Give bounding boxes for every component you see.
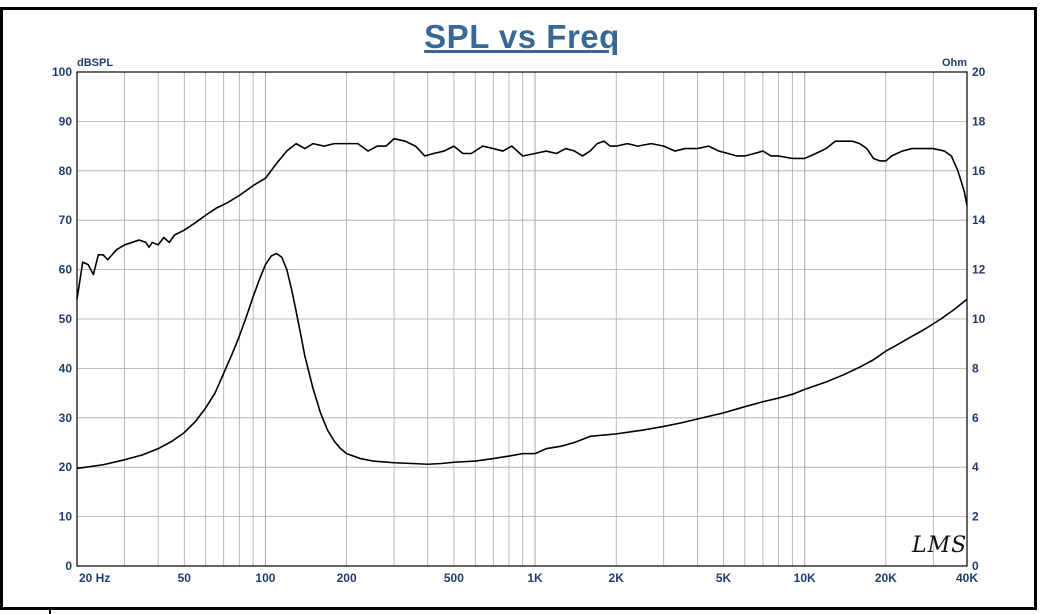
x-tick-label: 500 (444, 571, 464, 585)
y-left-tick-label: 80 (59, 164, 73, 178)
y-right-tick-label: 4 (972, 460, 979, 474)
y-left-tick-label: 90 (59, 114, 73, 128)
x-tick-label: 50 (178, 571, 192, 585)
plot-border (76, 71, 968, 567)
impedance-curve (76, 252, 968, 470)
y-left-tick-label: 0 (65, 559, 72, 573)
y-right-tick-label: 2 (972, 510, 979, 524)
x-tick-label: 200 (337, 571, 357, 585)
y-right-tick-label: 0 (972, 559, 979, 573)
y-left-tick-label: 50 (59, 312, 73, 326)
y-left-tick-label: 30 (59, 411, 73, 425)
y-right-tick-label: 6 (972, 411, 979, 425)
y-right-tick-label: 14 (972, 213, 986, 227)
spl-curve (76, 137, 968, 300)
y-left-tick-label: 100 (52, 65, 72, 79)
x-tick-label: 1K (527, 571, 543, 585)
tick-labels: 0 10 20 30 40 50 60 70 80 90 100 0 2 4 6 8 10 12 14 16 18 20 2… (52, 65, 986, 585)
y-right-tick-label: 10 (972, 312, 986, 326)
y-right-tick-label: 8 (972, 361, 979, 375)
x-tick-label: 10K (794, 571, 816, 585)
x-tick-label: 20K (875, 571, 897, 585)
y-right-tick-label: 12 (972, 263, 986, 277)
x-tick-label: 40K (956, 571, 978, 585)
x-tick-label: 5K (716, 571, 732, 585)
grid (77, 71, 967, 567)
y-right-tick-label: 20 (972, 65, 986, 79)
curves (76, 137, 968, 470)
x-tick-label: 100 (255, 571, 275, 585)
y-left-tick-label: 10 (59, 510, 73, 524)
y-right-axis-label: Ohm (942, 57, 967, 69)
x-tick-label: 20 Hz (79, 571, 110, 585)
y-right-tick-label: 18 (972, 114, 986, 128)
outer-border (0, 7, 1037, 610)
y-left-axis-label: dBSPL (77, 57, 113, 69)
y-left-tick-label: 60 (59, 263, 73, 277)
y-right-tick-label: 16 (972, 164, 986, 178)
x-tick-label: 2K (609, 571, 625, 585)
chart-title: SPL vs Freq (424, 18, 620, 55)
y-left-tick-label: 20 (59, 460, 73, 474)
y-left-tick-label: 70 (59, 213, 73, 227)
y-left-tick-label: 40 (59, 361, 73, 375)
lms-logo: LMS (912, 533, 968, 558)
